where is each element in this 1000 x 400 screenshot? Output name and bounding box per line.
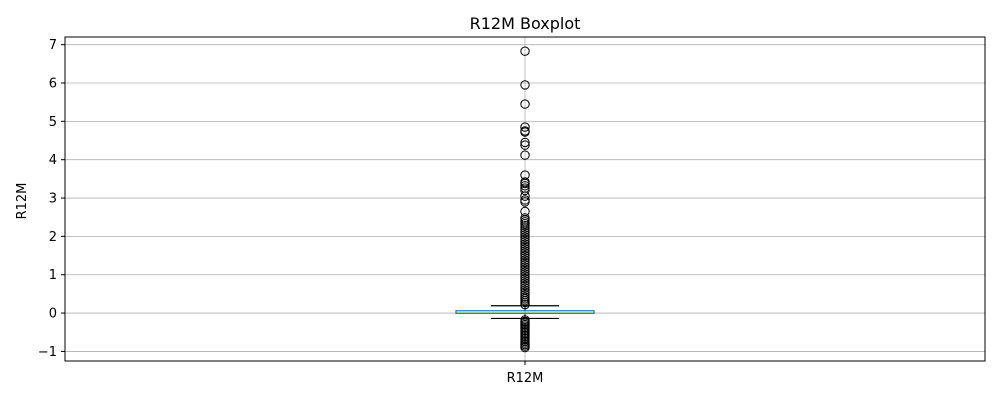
outlier-point: [520, 185, 530, 196]
y-tick-label: 4: [49, 153, 57, 168]
y-tick-label: 5: [49, 115, 57, 130]
outlier-point: [520, 248, 530, 258]
outlier-point: [520, 237, 530, 247]
outlier-point: [520, 266, 530, 277]
box-group: [455, 305, 595, 320]
outlier-point: [520, 181, 530, 191]
y-tick-label: 0: [49, 307, 57, 322]
outlier-point: [520, 150, 530, 160]
outlier-point: [520, 253, 530, 263]
outlier-point: [520, 234, 530, 245]
outlier-point: [520, 246, 530, 256]
outlier-point: [520, 127, 530, 137]
chart-title: R12M Boxplot: [470, 14, 581, 33]
outlier-point: [520, 299, 530, 310]
x-ticks: R12M: [507, 361, 544, 386]
y-tick-label: 3: [49, 192, 57, 207]
outlier-point: [520, 269, 530, 279]
outlier-point: [520, 342, 530, 353]
grid-lines: [65, 37, 985, 361]
outlier-point: [520, 227, 530, 238]
outlier-point: [520, 241, 530, 252]
x-tick-label: R12M: [507, 371, 544, 386]
outlier-points: [520, 46, 530, 353]
outlier-point: [520, 250, 530, 261]
outlier-point: [520, 273, 530, 284]
outlier-point: [520, 230, 530, 240]
outlier-point: [520, 276, 530, 286]
outlier-point: [520, 225, 530, 235]
outlier-point: [520, 197, 530, 207]
y-tick-label: 2: [49, 230, 57, 245]
y-tick-label: −1: [38, 345, 57, 360]
outlier-point: [520, 278, 530, 288]
outlier-point: [520, 264, 530, 275]
outlier-point: [520, 99, 530, 109]
outlier-point: [520, 255, 530, 265]
outlier-point: [520, 271, 530, 281]
y-tick-label: 1: [49, 268, 57, 283]
outlier-point: [520, 80, 530, 90]
outlier-point: [520, 122, 530, 132]
outlier-point: [520, 280, 530, 291]
outlier-point: [520, 262, 530, 272]
outlier-point: [520, 46, 530, 56]
outlier-point: [520, 260, 530, 270]
y-tick-label: 7: [49, 38, 57, 53]
outlier-point: [520, 223, 530, 233]
y-ticks: −1 0 1 2 3 4 5 6 7: [38, 38, 65, 360]
outlier-point: [520, 257, 530, 268]
outlier-point: [520, 239, 530, 249]
outlier-point: [520, 243, 530, 254]
y-tick-label: 6: [49, 77, 57, 92]
outlier-point: [520, 232, 530, 242]
outlier-point: [520, 137, 530, 148]
outlier-point: [520, 283, 530, 293]
outlier-point: [520, 191, 530, 201]
outlier-point: [520, 178, 530, 189]
outlier-point: [520, 220, 530, 231]
outlier-point: [520, 140, 530, 150]
y-axis-label: R12M: [15, 183, 30, 220]
